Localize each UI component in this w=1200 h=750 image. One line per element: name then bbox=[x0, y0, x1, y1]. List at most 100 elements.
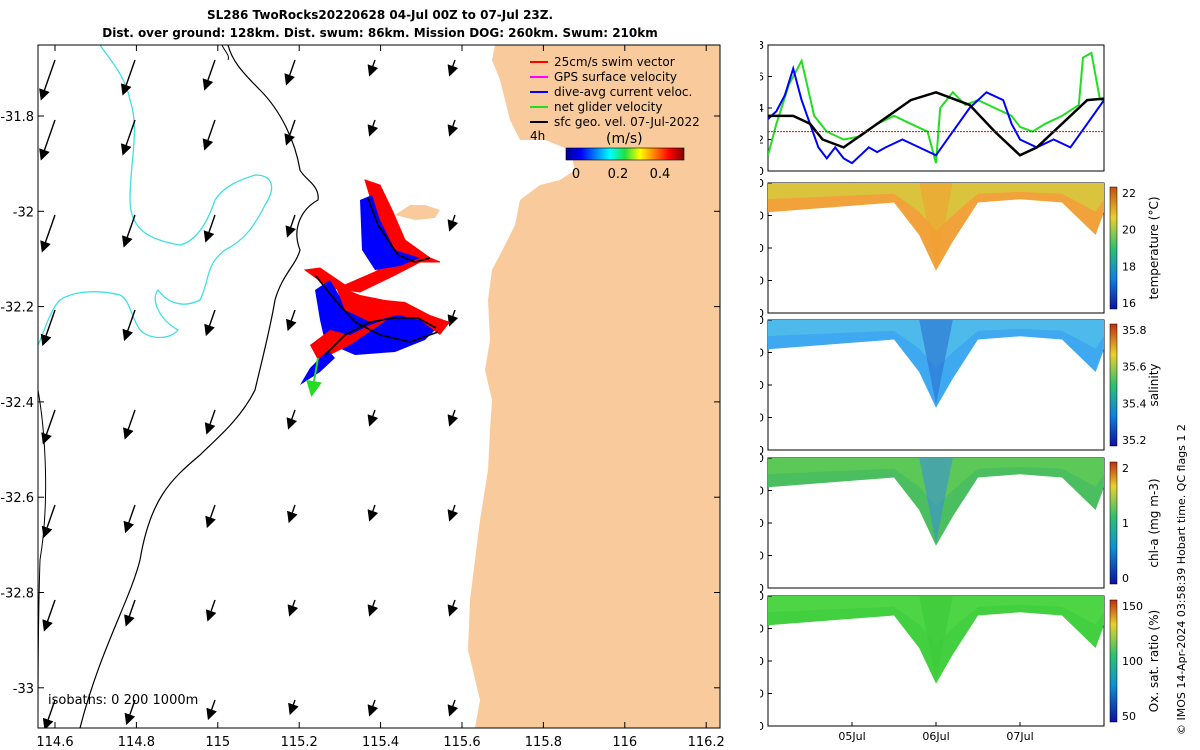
time-series-panels: 00.20.40.60.8velocity magnitude (m/s) 05… bbox=[760, 39, 1161, 743]
colorbar-tick-label: 50 bbox=[1122, 710, 1136, 723]
geo-velocity-arrow bbox=[120, 59, 136, 96]
depth-tick-label: 150 bbox=[760, 688, 764, 701]
depth-tick-label: 200 bbox=[760, 720, 764, 733]
net-glider-velocity-arrow bbox=[306, 357, 322, 397]
depth-tick-label: 150 bbox=[760, 275, 764, 288]
depth-tick-label: 0 bbox=[760, 452, 764, 465]
depth-tick-label: 0 bbox=[760, 314, 764, 327]
y-tick-label: -31.8 bbox=[0, 110, 34, 125]
geo-velocity-arrow bbox=[124, 699, 136, 726]
map-x-axis: 114.6 114.8 115 115.2 115.4 115.6 115.8 116 116.… bbox=[36, 45, 725, 750]
geo-velocity-arrow bbox=[367, 699, 379, 717]
geo-velocity-arrow bbox=[447, 409, 459, 427]
colorbar-label: temperature (°C) bbox=[1147, 197, 1161, 300]
y-tick-label: -32 bbox=[13, 205, 34, 220]
geo-velocity-arrow bbox=[286, 409, 298, 430]
geo-velocity-arrow bbox=[124, 599, 136, 627]
imos-credit: © IMOS 14-Apr-2024 03:58:39 Hobart time.… bbox=[1175, 424, 1188, 735]
colorbar-tick-label: 2 bbox=[1122, 462, 1129, 475]
colorbar-tick-label: 35.8 bbox=[1122, 324, 1147, 337]
geo-velocity-arrow bbox=[41, 409, 56, 445]
colorbar-tick-label: 16 bbox=[1122, 297, 1136, 310]
map-panel: 114.6 114.8 115 115.2 115.4 115.6 115.8 116 116.… bbox=[0, 44, 725, 750]
geo-velocity-arrow bbox=[204, 409, 216, 435]
velocity-y-tick-label: 0.2 bbox=[760, 134, 764, 147]
geo-velocity-arrow bbox=[39, 119, 56, 161]
depth-tick-label: 0 bbox=[760, 177, 764, 190]
geo-velocity-arrow bbox=[42, 699, 56, 728]
depth-tick-label: 50 bbox=[760, 623, 764, 636]
geo-velocity-arrow bbox=[122, 309, 136, 342]
velocity-y-tick-label: 0 bbox=[760, 165, 764, 178]
depth-tick-label: 50 bbox=[760, 347, 764, 360]
legend-label: dive-avg current veloc. bbox=[554, 85, 692, 99]
geo-velocity-arrow bbox=[202, 59, 216, 91]
geo-velocity-arrow bbox=[447, 59, 459, 77]
geo-velocity-arrow bbox=[204, 309, 216, 337]
geo-velocity-arrow bbox=[123, 504, 136, 534]
isobaths-label: isobaths: 0 200 1000m bbox=[48, 693, 198, 708]
geo-velocity-arrow bbox=[447, 504, 459, 522]
section-panel: 050100150200Depth (m)16182022temperature… bbox=[760, 177, 1161, 320]
geo-velocity-arrow bbox=[447, 214, 459, 232]
land-mass bbox=[468, 45, 720, 728]
colorbar-tick-label: 0 bbox=[1122, 572, 1129, 585]
depth-tick-label: 0 bbox=[760, 590, 764, 603]
section-core bbox=[919, 458, 953, 543]
legend-label: 25cm/s swim vector bbox=[554, 55, 675, 69]
geo-velocity-arrow bbox=[367, 409, 379, 427]
colorbar-tick-label: 0.4 bbox=[650, 167, 671, 182]
map-y-axis: -31.8 -32 -32.2 -32.4 -32.6 -32.8 -33 bbox=[0, 110, 720, 697]
colorbar-tick-label: 18 bbox=[1122, 260, 1136, 273]
section-panel: 050100150200Depth (m)35.235.435.635.8sal… bbox=[760, 314, 1161, 457]
colorbar-tick-label: 150 bbox=[1122, 600, 1143, 613]
glider-track-red bbox=[303, 179, 441, 293]
geo-velocity-arrow bbox=[202, 119, 216, 151]
y-tick-label: -32.4 bbox=[0, 396, 34, 411]
colorbar-label: salinity bbox=[1147, 363, 1161, 406]
geo-velocity-arrow bbox=[39, 59, 56, 101]
y-tick-label: -32.8 bbox=[0, 587, 34, 602]
geo-velocity-arrow bbox=[367, 119, 379, 137]
isobath-0m bbox=[79, 45, 319, 728]
x-tick-label: 114.6 bbox=[36, 735, 73, 750]
section-colorbar bbox=[1109, 461, 1118, 585]
glider-path-line bbox=[314, 197, 439, 356]
depth-tick-label: 150 bbox=[760, 550, 764, 563]
geo-velocity-arrow bbox=[367, 599, 379, 617]
colorbar-tick-label: 0.2 bbox=[608, 167, 629, 182]
x-tick-label: 115 bbox=[205, 735, 230, 750]
section-core bbox=[919, 596, 953, 681]
glider-track-blue-upper bbox=[360, 195, 420, 270]
section-colorbar bbox=[1109, 599, 1118, 723]
legend-label: net glider velocity bbox=[554, 100, 662, 114]
depth-tick-label: 200 bbox=[760, 307, 764, 320]
geo-velocity-arrow bbox=[447, 309, 459, 327]
depth-tick-label: 100 bbox=[760, 517, 764, 530]
colorbar-tick-label: 1 bbox=[1122, 517, 1129, 530]
geo-velocity-arrow bbox=[367, 59, 379, 77]
velocity-y-tick-label: 0.6 bbox=[760, 71, 764, 84]
geo-velocity-arrow bbox=[205, 504, 216, 529]
surface-geostrophic-velocity-field bbox=[39, 59, 459, 728]
time-tick-label: 06Jul bbox=[922, 730, 949, 743]
geo-velocity-arrow bbox=[123, 409, 136, 440]
depth-tick-label: 100 bbox=[760, 379, 764, 392]
geo-velocity-arrow bbox=[40, 309, 56, 347]
y-tick-label: -33 bbox=[13, 682, 34, 697]
geo-velocity-arrow bbox=[287, 504, 298, 524]
chart-subtitle: Dist. over ground: 128km. Dist. swum: 86… bbox=[102, 26, 658, 40]
velocity-y-tick-label: 0.4 bbox=[760, 102, 764, 115]
depth-tick-label: 100 bbox=[760, 242, 764, 255]
geo-velocity-arrow bbox=[285, 214, 297, 238]
velocity-magnitude-panel: 00.20.40.60.8velocity magnitude (m/s) bbox=[760, 39, 1105, 178]
depth-tick-label: 50 bbox=[760, 485, 764, 498]
geo-velocity-arrow bbox=[120, 119, 136, 156]
isobath-1000m bbox=[38, 45, 273, 346]
legend-time-step: 4h bbox=[530, 129, 545, 143]
colorbar-units: (m/s) bbox=[606, 131, 643, 147]
y-tick-label: -32.6 bbox=[0, 491, 34, 506]
velocity-series-net-glider-velocity bbox=[768, 51, 1104, 164]
depth-tick-label: 200 bbox=[760, 582, 764, 595]
